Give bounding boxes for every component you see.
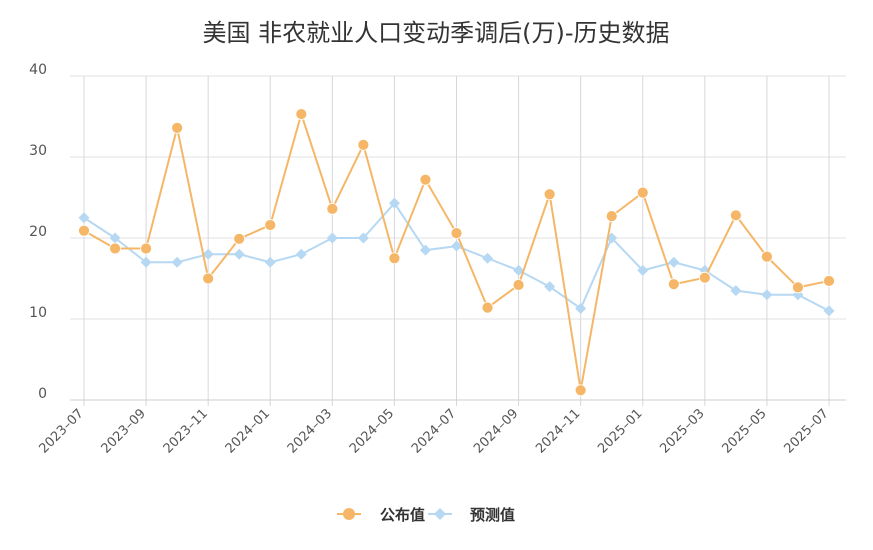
legend-item-0: 公布值 bbox=[337, 506, 425, 524]
x-tick-label: 2023–07 bbox=[37, 406, 87, 456]
data-point-actual bbox=[78, 224, 90, 237]
y-tick-label: 40 bbox=[29, 62, 47, 78]
y-tick-label: 0 bbox=[38, 386, 47, 402]
x-tick-label: 2025–01 bbox=[595, 406, 645, 456]
series-group bbox=[78, 108, 835, 397]
data-point-forecast bbox=[419, 244, 431, 256]
data-point-actual bbox=[543, 188, 556, 201]
x-tick-label: 2024–03 bbox=[285, 406, 335, 456]
data-point-actual bbox=[202, 272, 215, 285]
data-point-actual bbox=[512, 279, 525, 291]
data-point-actual bbox=[667, 278, 680, 291]
data-point-actual bbox=[233, 232, 246, 245]
x-tick-label: 2025–03 bbox=[657, 406, 707, 456]
data-point-actual bbox=[792, 281, 804, 294]
data-point-forecast bbox=[388, 197, 400, 209]
data-point-actual bbox=[636, 186, 649, 199]
x-axis: 2023–07 2023–09 2023–11 2024–01 2024–03 2024–… bbox=[37, 399, 846, 457]
data-point-actual bbox=[729, 209, 742, 222]
x-tick-label: 2024–05 bbox=[347, 406, 397, 456]
data-point-forecast bbox=[730, 285, 742, 297]
data-point-actual bbox=[605, 210, 618, 223]
data-point-actual bbox=[357, 138, 370, 151]
data-point-forecast bbox=[451, 240, 462, 252]
data-point-actual bbox=[450, 227, 463, 240]
data-point-forecast bbox=[761, 289, 773, 301]
x-tick-label: 2025–07 bbox=[782, 406, 832, 456]
data-point-forecast bbox=[233, 248, 245, 260]
data-point-actual bbox=[295, 108, 308, 120]
legend-label: 预测值 bbox=[470, 506, 515, 524]
x-tick-label: 2023–11 bbox=[161, 406, 211, 456]
y-tick-label: 30 bbox=[29, 143, 47, 159]
data-point-actual bbox=[388, 252, 401, 265]
x-tick-label: 2024–01 bbox=[223, 406, 273, 456]
y-tick-label: 10 bbox=[29, 305, 47, 321]
legend-label: 公布值 bbox=[380, 506, 425, 524]
data-point-forecast bbox=[544, 281, 556, 293]
data-point-actual bbox=[109, 242, 121, 255]
data-point-forecast bbox=[202, 248, 214, 260]
data-point-actual bbox=[326, 202, 339, 215]
legend-marker bbox=[434, 508, 446, 520]
data-point-forecast bbox=[637, 264, 649, 276]
data-point-forecast bbox=[264, 256, 276, 268]
x-tick-label: 2023–09 bbox=[99, 406, 149, 456]
data-point-forecast bbox=[357, 232, 369, 244]
data-point-forecast bbox=[668, 256, 680, 268]
x-tick-label: 2025–05 bbox=[719, 406, 769, 456]
chart-grid bbox=[70, 75, 846, 406]
data-point-actual bbox=[823, 275, 835, 287]
data-point-forecast bbox=[575, 302, 587, 314]
legend-marker bbox=[343, 508, 355, 520]
data-point-forecast bbox=[823, 305, 835, 317]
data-point-forecast bbox=[140, 256, 152, 268]
data-point-forecast bbox=[78, 212, 90, 224]
data-point-forecast bbox=[326, 232, 338, 244]
data-point-actual bbox=[419, 173, 432, 186]
data-point-actual bbox=[761, 250, 773, 263]
data-point-forecast bbox=[109, 232, 121, 244]
data-point-actual bbox=[140, 242, 152, 255]
data-point-forecast bbox=[482, 252, 494, 264]
chart-legend: 公布值 预测值 bbox=[337, 506, 515, 524]
data-point-actual bbox=[264, 219, 277, 231]
data-point-forecast bbox=[295, 248, 307, 260]
legend-item-1: 预测值 bbox=[428, 506, 515, 524]
x-tick-label: 2024–07 bbox=[409, 406, 459, 456]
data-point-actual bbox=[698, 271, 711, 284]
data-point-actual bbox=[481, 301, 494, 314]
data-point-actual bbox=[574, 384, 587, 397]
x-tick-label: 2024–09 bbox=[471, 406, 521, 456]
chart-title: 美国 非农就业人口变动季调后(万)-历史数据 bbox=[202, 19, 669, 47]
data-point-forecast bbox=[513, 264, 525, 276]
y-tick-label: 20 bbox=[29, 224, 47, 240]
y-axis: 0 10 20 30 40 bbox=[29, 62, 47, 402]
data-point-forecast bbox=[171, 256, 183, 268]
data-point-actual bbox=[171, 121, 184, 134]
x-tick-label: 2024–11 bbox=[533, 406, 583, 456]
